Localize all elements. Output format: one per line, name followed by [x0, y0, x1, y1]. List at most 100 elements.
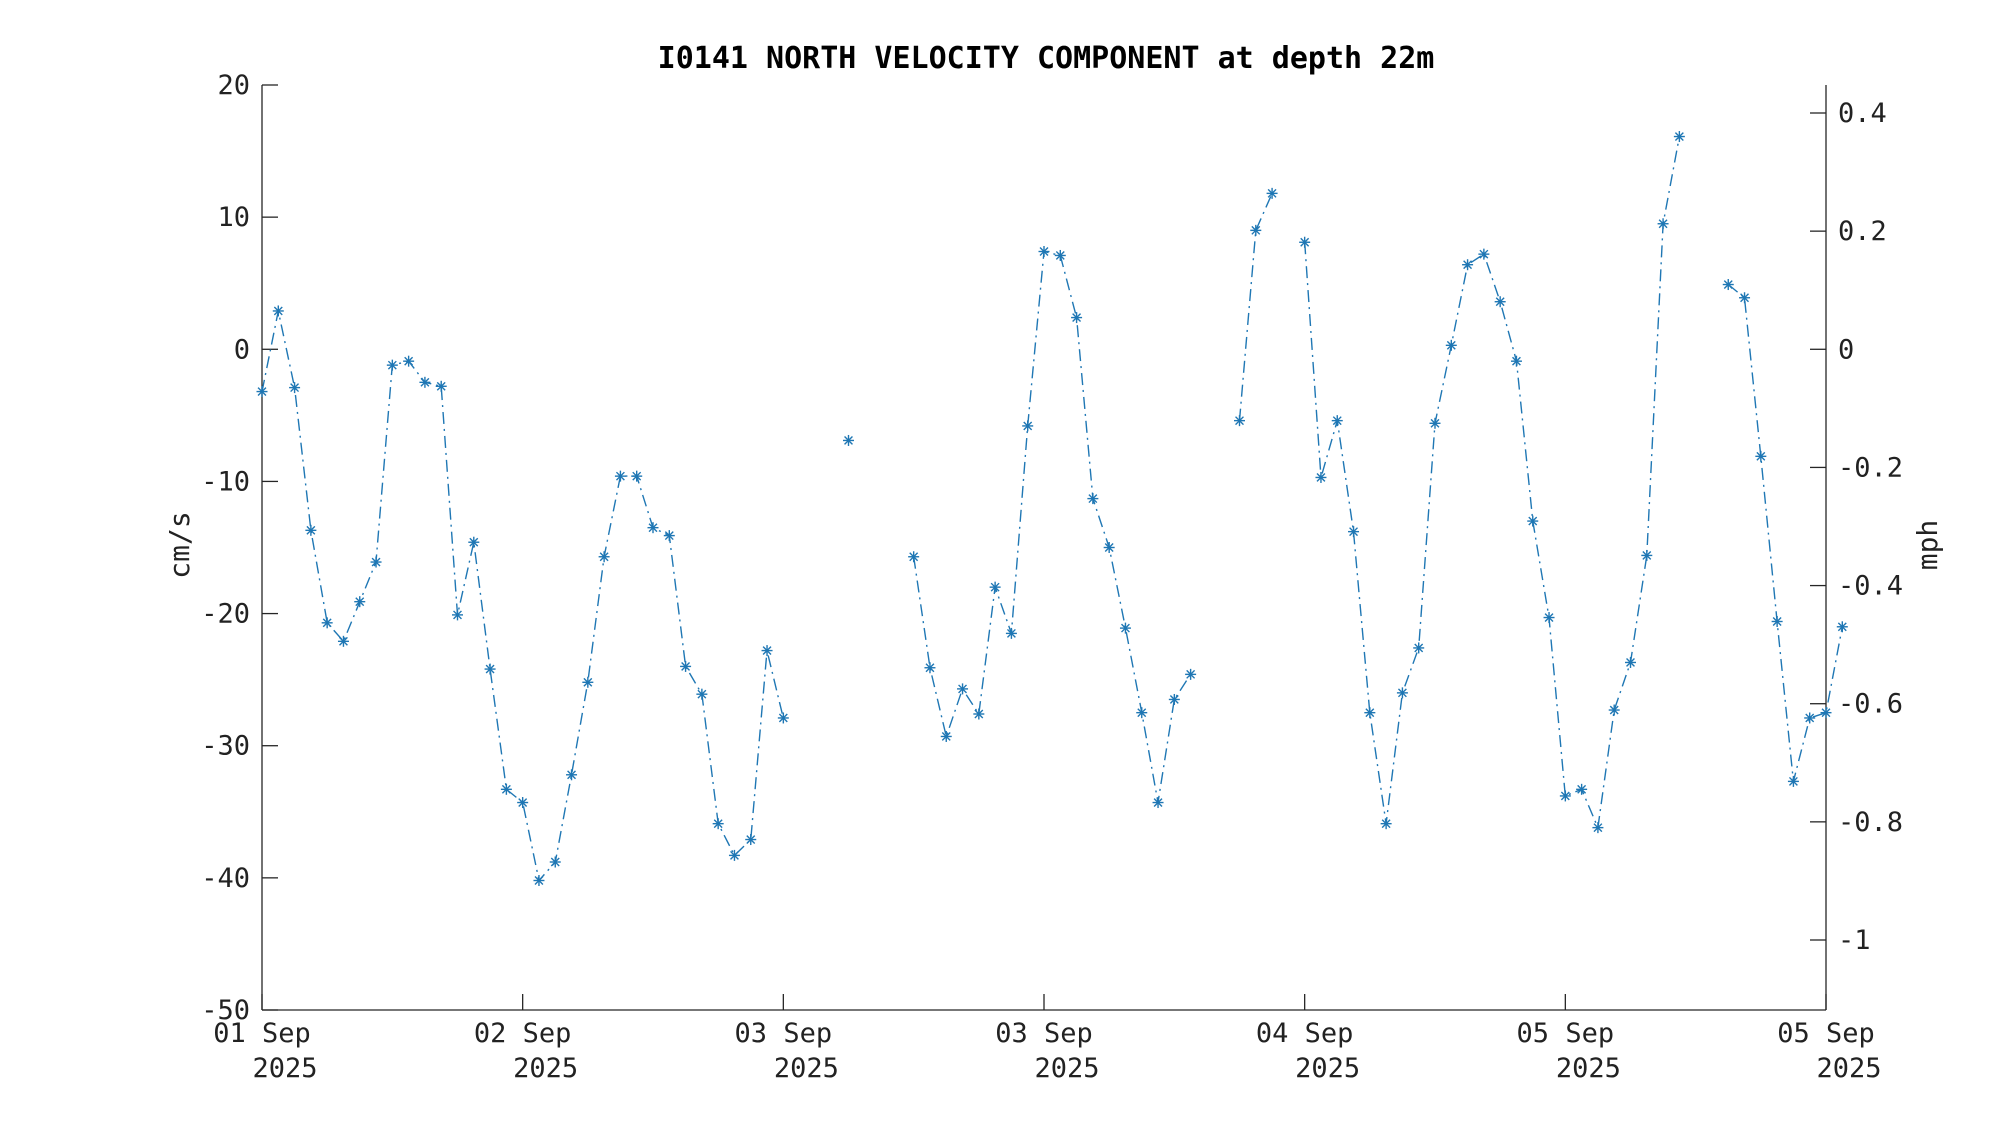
data-point — [1836, 621, 1848, 633]
y2-tick-label: -0.2 — [1838, 452, 1903, 483]
data-point — [1445, 339, 1457, 351]
y-tick-label: 0 — [234, 334, 250, 365]
x-tick-year-label: 2025 — [1816, 1053, 1881, 1084]
x-tick-year-label: 2025 — [774, 1053, 839, 1084]
x-tick-label: 03 Sep — [735, 1018, 833, 1049]
data-point — [631, 470, 643, 482]
data-point — [843, 434, 854, 446]
data-point — [1054, 249, 1066, 261]
data-point — [940, 730, 952, 742]
data-point — [1022, 420, 1034, 432]
data-point — [1625, 656, 1636, 668]
data-point — [1429, 417, 1441, 429]
y-tick-label: 10 — [217, 202, 250, 233]
data-point — [533, 875, 545, 886]
data-point — [1543, 612, 1555, 624]
data-point — [1787, 775, 1799, 787]
x-tick-label: 05 Sep — [1777, 1018, 1875, 1049]
data-point — [321, 617, 333, 629]
data-point — [1087, 493, 1099, 505]
data-point — [924, 662, 936, 674]
data-point — [728, 849, 740, 861]
x-tick-label: 04 Sep — [1256, 1018, 1354, 1049]
data-point — [614, 470, 626, 482]
data-point — [1250, 224, 1262, 236]
y-tick-label: -40 — [201, 863, 250, 894]
x-tick-label: 02 Sep — [474, 1018, 572, 1049]
y-tick-label: 20 — [217, 70, 250, 101]
data-point — [1380, 818, 1392, 830]
y-tick-label: -30 — [201, 731, 250, 762]
x-tick-year-label: 2025 — [1556, 1053, 1621, 1084]
data-point — [1641, 549, 1653, 561]
data-point — [484, 663, 496, 675]
data-point — [1592, 822, 1604, 834]
y-tick-label: -50 — [201, 995, 250, 1026]
data-point — [1820, 707, 1832, 719]
series-line — [1727, 283, 1843, 782]
series-line — [261, 310, 784, 883]
x-tick-year-label: 2025 — [513, 1053, 578, 1084]
y2-tick-label: 0.4 — [1838, 98, 1887, 129]
data-point — [957, 683, 969, 695]
data-point — [663, 530, 675, 542]
data-point — [1136, 707, 1148, 719]
data-point — [370, 556, 382, 568]
data-point — [566, 769, 578, 781]
data-point — [517, 797, 529, 809]
chart-title: I0141 NORTH VELOCITY COMPONENT at depth … — [658, 41, 1435, 76]
data-point — [647, 522, 659, 534]
data-point — [1494, 296, 1506, 308]
data-point — [1168, 693, 1180, 705]
x-tick-label: 01 Sep — [213, 1018, 311, 1049]
data-point — [305, 524, 317, 536]
data-point — [761, 645, 773, 657]
data-point — [256, 386, 268, 398]
data-point — [1396, 687, 1408, 699]
data-point — [549, 856, 561, 868]
x-tick-year-label: 2025 — [1295, 1053, 1360, 1084]
data-point — [386, 359, 398, 371]
data-point — [1005, 627, 1017, 639]
data-point — [989, 581, 1001, 593]
data-point — [1559, 790, 1571, 802]
axes — [261, 85, 1827, 1011]
series-line — [1238, 193, 1273, 421]
series-line — [1304, 136, 1681, 831]
data-point — [777, 712, 789, 724]
data-point — [1673, 131, 1685, 143]
y2-tick-label: -0.8 — [1838, 807, 1903, 838]
y2-tick-label: -0.4 — [1838, 571, 1903, 602]
data-point — [1119, 622, 1131, 634]
data-point — [1755, 450, 1767, 462]
data-point — [680, 660, 692, 672]
data-point — [598, 551, 610, 563]
data-point — [1462, 259, 1474, 271]
x-tick-label: 05 Sep — [1517, 1018, 1615, 1049]
x-tick-label: 03 Sep — [995, 1018, 1093, 1049]
data-point — [468, 536, 480, 548]
y-tick-label: -20 — [201, 599, 250, 630]
data-point — [1527, 515, 1539, 527]
data-point — [1038, 246, 1050, 257]
data-point — [1348, 526, 1360, 538]
data-point — [1299, 236, 1311, 248]
x-tick-year-label: 2025 — [252, 1053, 317, 1084]
y-axis-label: cm/s — [163, 511, 196, 578]
y-tick-label: -10 — [201, 466, 250, 497]
data-point — [1266, 187, 1278, 199]
series-line-group — [261, 136, 1843, 883]
data-point — [1364, 707, 1376, 719]
data-point — [745, 834, 757, 846]
data-point — [337, 635, 349, 647]
y2-axis-label: mph — [1911, 520, 1944, 571]
data-point — [1478, 248, 1490, 260]
series-line — [913, 250, 1192, 803]
data-point — [1804, 712, 1816, 724]
data-point — [1071, 312, 1083, 324]
data-point — [289, 382, 301, 394]
data-point — [1722, 279, 1734, 291]
data-point — [435, 380, 447, 392]
data-point — [1103, 542, 1115, 553]
